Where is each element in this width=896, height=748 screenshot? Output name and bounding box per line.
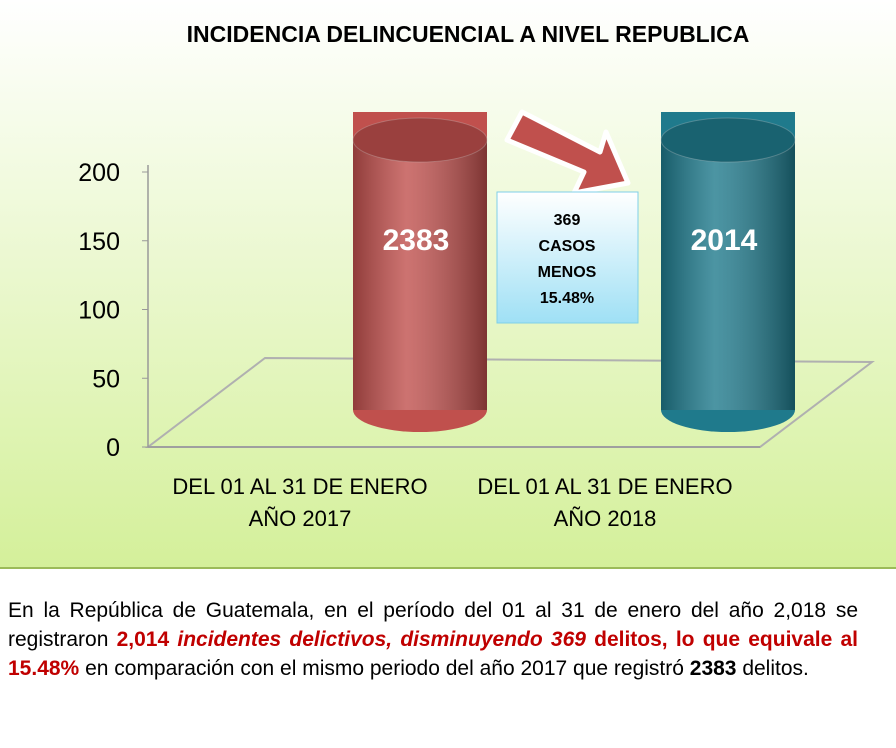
bars: [352, 112, 796, 432]
text-span: en comparación con el mismo periodo del …: [79, 657, 690, 680]
text-span: 2,014: [116, 628, 178, 651]
text-span: delitos, lo que equivale al 15.48%: [8, 628, 859, 680]
y-tick-label: 200: [78, 159, 120, 187]
text-span: En la República de Guatemala, en el perí…: [8, 599, 858, 651]
annotation: 369: [554, 212, 581, 229]
y-tick-label: 0: [106, 434, 120, 462]
y-tick-label: 100: [78, 297, 120, 325]
arrow: [504, 109, 631, 196]
bar-top: [660, 117, 796, 163]
callout-box: [496, 191, 639, 324]
annotation: CASOS: [539, 238, 596, 255]
data-label: 2383: [383, 224, 450, 257]
bar-top: [352, 117, 488, 163]
data-label: 2014: [691, 224, 758, 257]
x-tick-label: DEL 01 AL 31 DE ENERO: [477, 474, 732, 499]
x-tick-label: AÑO 2017: [249, 506, 352, 531]
annotation: 15.48%: [540, 290, 594, 307]
chart-title: INCIDENCIA DELINCUENCIAL A NIVEL REPUBLI…: [187, 21, 750, 47]
text-span: delitos.: [736, 657, 809, 680]
y-tick-label: 50: [92, 365, 120, 393]
x-tick-label: DEL 01 AL 31 DE ENERO: [172, 474, 427, 499]
paragraph: En la República de Guatemala, en el perí…: [8, 596, 858, 683]
chart: INCIDENCIA DELINCUENCIAL A NIVEL REPUBLI…: [0, 0, 896, 569]
text-span: 2383: [689, 657, 737, 680]
text-span: incidentes delictivos, disminuyendo 369: [177, 628, 586, 651]
y-tick-label: 150: [78, 228, 120, 256]
x-tick-label: AÑO 2018: [554, 506, 657, 531]
annotation: MENOS: [538, 264, 597, 281]
bar-shade: [353, 140, 487, 410]
bar-shade: [661, 140, 795, 410]
